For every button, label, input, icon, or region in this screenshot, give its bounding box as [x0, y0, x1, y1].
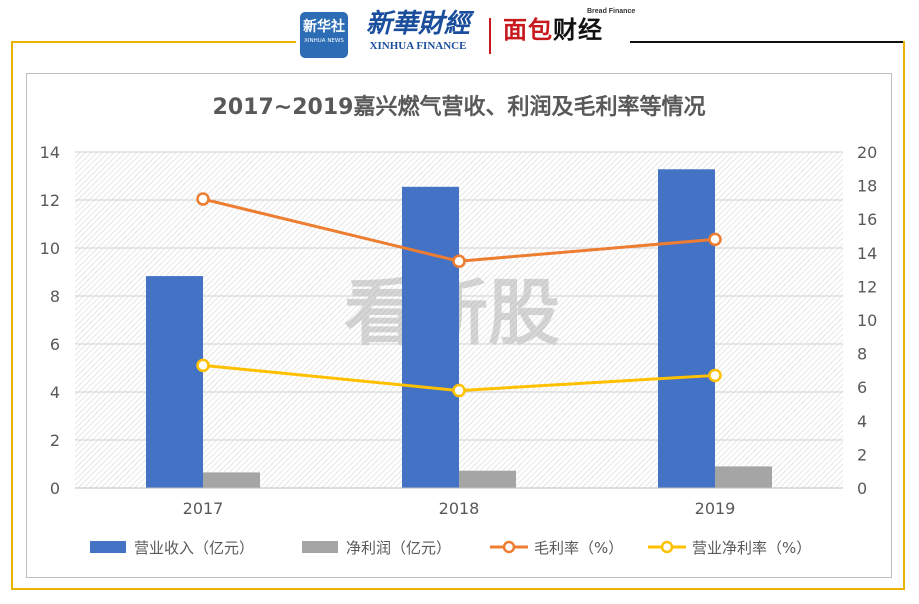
- y-left-tick-label: 6: [50, 335, 60, 354]
- y-right-tick-label: 8: [857, 345, 867, 364]
- brand2-cn-text: 面包财经: [503, 15, 635, 45]
- legend-net-profit-swatch: [302, 541, 338, 553]
- legend-gross-margin-marker: [502, 540, 516, 554]
- chart-title: 2017~2019嘉兴燃气营收、利润及毛利率等情况: [213, 94, 706, 120]
- y-right-tick-label: 10: [857, 311, 877, 330]
- legend: 营业收入（亿元） 净利润（亿元） 毛利率（%） 营业净利率（%）: [90, 539, 811, 557]
- y-left-tick-label: 0: [50, 479, 60, 498]
- bread-finance-brand: Bread Finance 面包财经: [503, 8, 635, 45]
- gross-margin-point: [452, 254, 466, 268]
- legend-revenue-label: 营业收入（亿元）: [134, 539, 254, 557]
- x-tick-label: 2019: [695, 499, 736, 518]
- net-margin-point: [196, 358, 210, 373]
- y-right-tick-label: 14: [857, 244, 877, 263]
- lines-group: [196, 192, 722, 398]
- brand-cn-text: 新華財經: [365, 9, 470, 39]
- revenue-bar: [658, 169, 715, 488]
- outer-frame: [11, 41, 905, 590]
- net-profit-bar: [203, 472, 260, 488]
- y-left-tick-label: 4: [50, 383, 60, 402]
- y-right-tick-label: 2: [857, 445, 867, 464]
- legend-net-profit-label: 净利润（亿元）: [346, 539, 451, 557]
- y-right-tick-label: 6: [857, 378, 867, 397]
- legend-net-margin-label: 营业净利率（%）: [692, 539, 811, 557]
- axes-group: 0 2 4 6 8 10 12 14 0 2 4 6 8 10 12 14 16 18 20 2017 2018 2019: [40, 143, 878, 518]
- brand-separator: [489, 18, 491, 54]
- legend-gross-margin-label: 毛利率（%）: [534, 539, 623, 557]
- brand2-cn-red: 面包: [503, 16, 553, 44]
- net-margin-point: [708, 368, 722, 383]
- net-profit-bar: [715, 466, 772, 488]
- xinhua-logo: 新华社 XINHUA NEWS: [300, 12, 348, 58]
- net-margin-point: [452, 383, 466, 398]
- y-left-tick-label: 2: [50, 431, 60, 450]
- brand-en-text: XINHUA FINANCE: [369, 40, 467, 52]
- y-left-tick-label: 10: [40, 239, 60, 258]
- net-profit-bar: [459, 470, 516, 488]
- bars-group: [146, 169, 772, 489]
- frame-top-line-left: [11, 41, 296, 43]
- y-right-tick-label: 16: [857, 210, 877, 229]
- gross-margin-point: [196, 192, 210, 206]
- y-right-tick-label: 18: [857, 177, 877, 196]
- logo-cn-text: 新华社: [303, 19, 345, 35]
- x-tick-label: 2017: [183, 499, 224, 518]
- y-right-tick-label: 12: [857, 277, 877, 296]
- gross-margin-point: [708, 232, 722, 247]
- y-left-tick-label: 12: [40, 191, 60, 210]
- y-right-tick-label: 4: [857, 412, 867, 431]
- x-tick-label: 2018: [439, 499, 480, 518]
- revenue-bar: [146, 276, 203, 488]
- brand2-cn-black: 财经: [553, 16, 603, 44]
- revenue-bar: [402, 186, 459, 489]
- y-left-tick-label: 14: [40, 143, 60, 162]
- legend-net-margin-marker: [660, 540, 674, 554]
- logo-en-text: XINHUA NEWS: [304, 38, 344, 44]
- y-right-tick-label: 20: [857, 143, 877, 162]
- xinhua-finance-brand: 新華財經 XINHUA FINANCE: [358, 8, 478, 52]
- brand2-en-text: Bread Finance: [587, 8, 636, 15]
- y-left-tick-label: 8: [50, 287, 60, 306]
- legend-revenue-swatch: [90, 541, 126, 553]
- frame-top-line-right: [630, 41, 905, 43]
- y-right-tick-label: 0: [857, 479, 867, 498]
